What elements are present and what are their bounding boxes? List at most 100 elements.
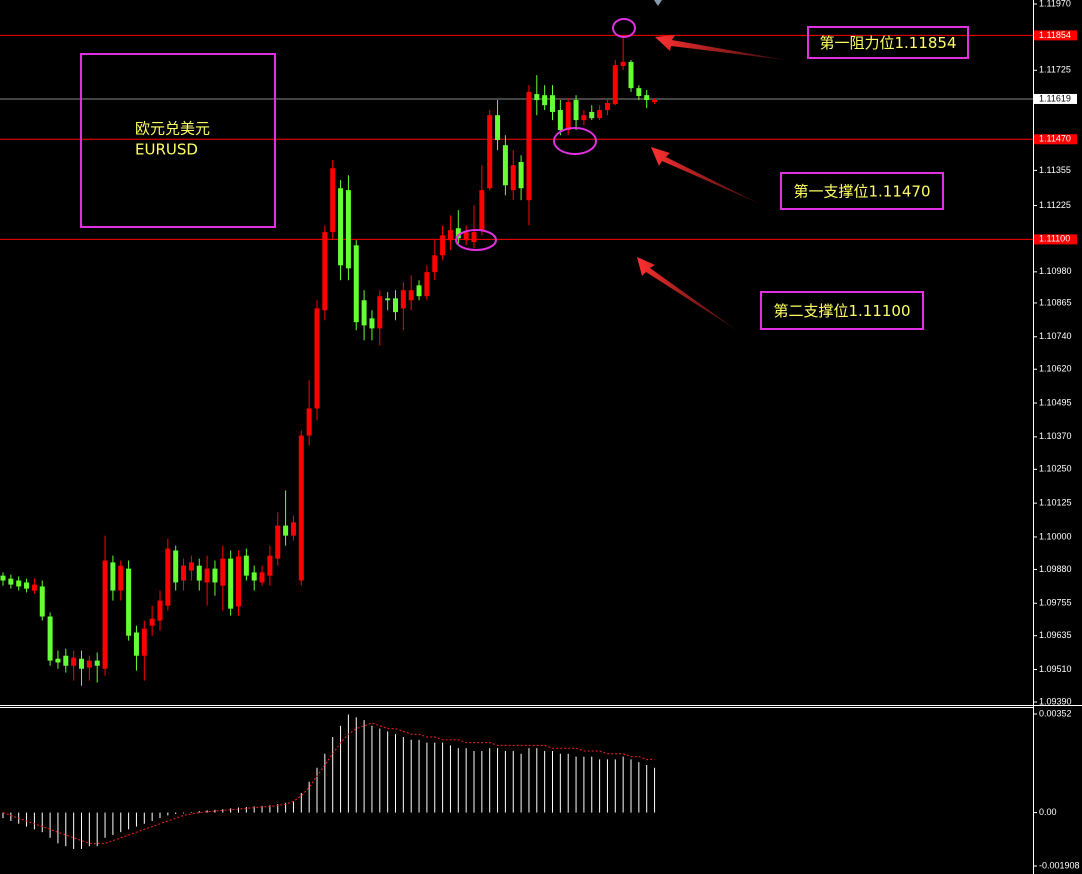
candle-body [220,558,226,586]
level-box [760,291,924,330]
candle-body [157,600,163,621]
y-tick-label: 0.00352 [1039,708,1072,718]
candle-body [463,232,469,241]
candle-body [306,408,312,436]
y-tick-label: 1.10000 [1039,531,1072,541]
level-tag [1034,234,1077,245]
y-tick-label: 1.10980 [1039,266,1072,276]
level-annotation: 第二支撑位1.11100 [773,302,910,320]
candle-body [440,235,446,256]
last-price-tag [1034,93,1077,104]
y-tick-label: 1.10250 [1039,464,1072,474]
candle-body [330,168,336,233]
candle-body [314,308,320,409]
candle-body [298,435,304,581]
candle-body [188,562,194,571]
candle-body [118,565,124,591]
level-label: 1.11470 [1039,134,1071,144]
candle-body [204,568,210,583]
candle-body [31,584,37,591]
candle-body [149,618,155,626]
level-annotation: 第一支撑位1.11470 [793,183,930,201]
level-box [780,172,944,210]
candle-body [63,655,69,666]
arrow [637,257,738,331]
candle-body [369,318,375,329]
instrument-box [80,53,276,228]
candle-body [338,188,344,266]
arrow [651,147,760,204]
candle-body [86,660,92,668]
y-tick-label: 1.09510 [1039,664,1072,674]
highlight-ellipse [553,127,597,155]
candle-body [455,228,461,239]
candle-body [652,100,658,102]
candle-body [236,556,241,607]
candle-body [393,298,398,313]
candle-body [385,298,391,301]
y-tick-label: 1.11225 [1039,200,1071,210]
candle-body [228,558,234,609]
y-tick-label: 0.00 [1039,807,1057,817]
candle-body [212,568,218,583]
candle-body [377,296,383,329]
candle-body [432,255,438,273]
candle-body [408,290,414,301]
candle-body [290,522,296,536]
y-tick-label: 1.09635 [1039,630,1072,640]
candle-body [526,91,532,201]
candle-body [620,61,626,66]
candle-body [0,575,6,581]
candle-body [251,572,257,581]
level-box [807,26,969,59]
candle-body [39,586,45,617]
candle-body [110,562,116,591]
level-label: 1.11100 [1039,234,1070,244]
candle-body [173,550,179,583]
candle-body [518,161,524,189]
candle-body [47,616,53,661]
candle-body [94,660,100,666]
candle-body [510,165,516,191]
candle-body [416,285,422,297]
highlight-ellipse [612,18,636,38]
candle-body [542,95,548,106]
level-tag [1034,134,1077,145]
candle-body [471,232,477,243]
candle-body [534,94,540,101]
candle-body [259,572,265,583]
candle-body [267,555,273,576]
level-label: 1.11854 [1039,30,1071,40]
candle-body [55,658,61,663]
y-tick-label: 1.11725 [1039,65,1071,75]
level-annotation: 第一阻力位1.11854 [819,34,956,52]
candle-body [581,115,587,121]
candle-body [487,115,493,189]
candle-body [400,290,406,309]
candle-body [573,100,579,121]
y-tick-label: 1.10370 [1039,431,1072,441]
candle-body [71,657,77,666]
candle-body [550,95,555,112]
y-tick-label: -0.001908 [1039,860,1080,870]
candle-body [612,65,618,105]
candle-body [597,110,603,119]
y-tick-label: 1.10620 [1039,364,1072,374]
candle-body [502,145,508,186]
y-tick-label: 1.11970 [1039,0,1071,8]
candle-body [565,101,571,131]
candle-body [322,232,328,311]
candle-body [447,230,453,241]
candle-body [126,568,132,636]
candle-body [495,115,501,141]
instrument-title: 欧元兑美元 [135,120,210,138]
candle-body [243,555,249,576]
y-tick-label: 1.10865 [1039,297,1072,307]
y-tick-label: 1.11355 [1039,165,1071,175]
annotations: 欧元兑美元 EURUSD [80,18,786,331]
candle-body [79,658,84,669]
candle-body [557,110,563,131]
